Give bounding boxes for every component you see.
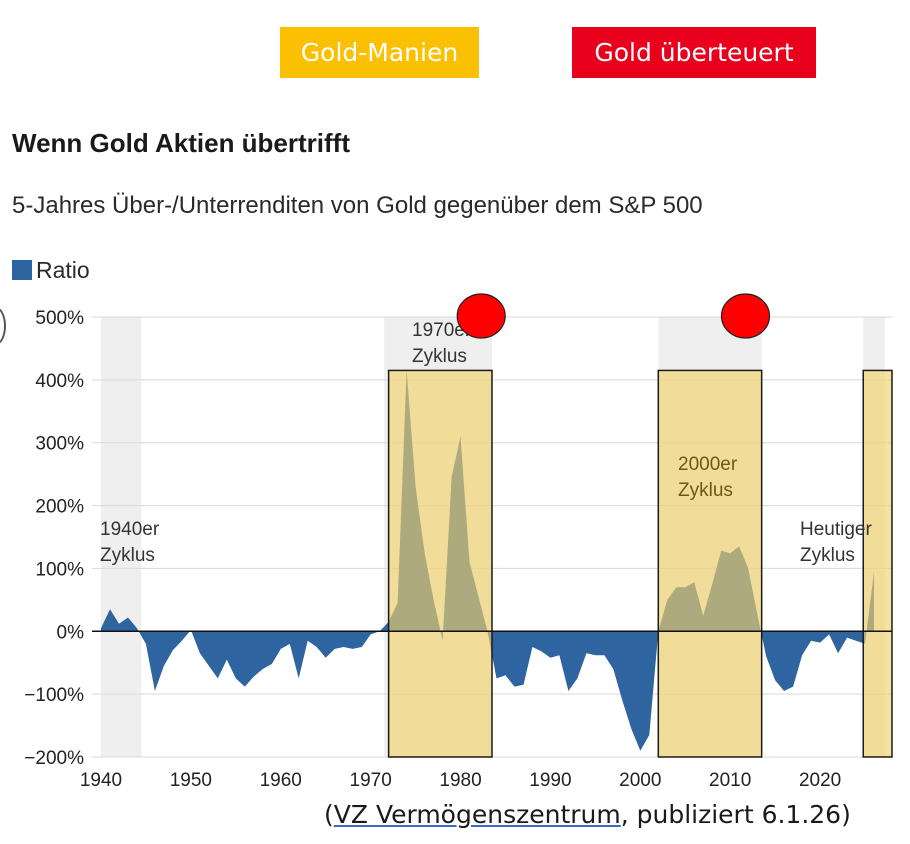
cycle-shade-0 [100, 317, 142, 757]
cycle-shades [100, 317, 885, 757]
chart-subtitle: 5-Jahres Über-/Unterrenditen von Gold ge… [12, 192, 703, 219]
mania-box-0 [387, 369, 493, 758]
overvalued-marker-1 [720, 293, 771, 339]
x-tick-label-1990: 1990 [529, 770, 571, 791]
axis-ticks: −200% −100% 0% 100% 200% 300% 400% 500% 1940 1950… [24, 308, 841, 791]
series-legend: Ratio [12, 257, 90, 284]
y-tick-label--100: −100% [24, 685, 84, 706]
mania-box-1 [657, 369, 763, 758]
y-tick-label-0: 0% [57, 622, 85, 643]
y-tick-label-500: 500% [35, 308, 84, 329]
cycle-label-2: 2000er Zyklus [678, 454, 738, 501]
y-tick-label-300: 300% [35, 434, 84, 455]
cycle-labels: 1940er Zyklus 1970er Zyklus 2000er Zyklus Heut… [100, 320, 872, 566]
gold-vs-sp500-chart: 1940er Zyklus 1970er Zyklus 2000er Zyklus Heut… [24, 293, 893, 791]
x-tick-label-1960: 1960 [260, 770, 302, 791]
overvalued-marker-0 [456, 293, 506, 339]
gold-mania-legend-box: Gold-Manien [280, 27, 479, 78]
x-tick-label-2020: 2020 [799, 770, 841, 791]
mania-box-2 [862, 369, 893, 758]
mania-boxes [387, 369, 893, 758]
cycle-label-3: Heutiger Zyklus [800, 519, 872, 566]
ratio-area-path [100, 370, 875, 751]
overvalued-markers [456, 293, 771, 339]
x-tick-label-1980: 1980 [439, 770, 481, 791]
x-tick-label-1970: 1970 [350, 770, 392, 791]
chart-title: Wenn Gold Aktien übertrifft [12, 128, 350, 158]
y-tick-label-400: 400% [35, 371, 84, 392]
cycle-label-0: 1940er Zyklus [100, 519, 160, 566]
legend-label-ratio: Ratio [36, 257, 90, 283]
y-tick-label--200: −200% [24, 748, 84, 769]
x-tick-label-1950: 1950 [170, 770, 212, 791]
x-tick-label-1940: 1940 [80, 770, 122, 791]
source-open-paren: ( [324, 800, 334, 829]
source-link[interactable]: VZ Vermögenszentrum [333, 800, 621, 829]
cycle-label-1: 1970er Zyklus [412, 320, 472, 367]
source-credit: (VZ Vermögenszentrum, publiziert 6.1.26) [324, 800, 851, 829]
gold-overvalued-legend-box: Gold überteuert [572, 27, 816, 78]
y-tick-label-200: 200% [35, 497, 84, 518]
legend-swatch [12, 260, 32, 280]
x-tick-label-2000: 2000 [619, 770, 661, 791]
ratio-area [100, 370, 875, 751]
y-tick-label-100: 100% [35, 559, 84, 580]
x-tick-label-2010: 2010 [709, 770, 751, 791]
source-rest: , publiziert 6.1.26) [620, 800, 851, 829]
